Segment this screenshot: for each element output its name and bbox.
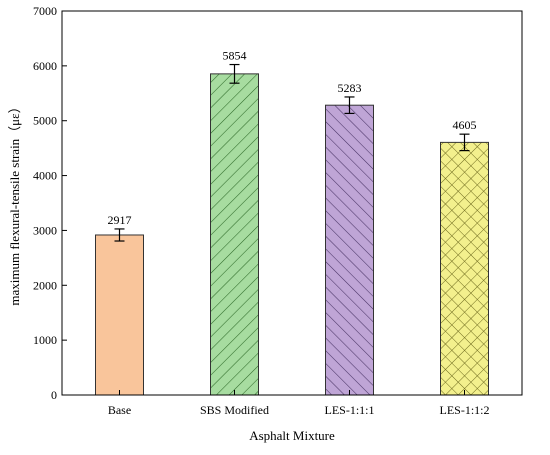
y-tick-label: 1000 (33, 333, 57, 347)
y-axis-title: maximum flexural-tensile strain（με） (7, 100, 22, 305)
bar-les-1-1-2 (440, 141, 489, 396)
bar-sbs-modified (210, 73, 259, 396)
x-tick-label: LES-1:1:2 (440, 403, 490, 417)
plot-area-frame (61, 10, 523, 396)
data-label: 5854 (223, 49, 247, 63)
x-axis-title: Asphalt Mixture (249, 428, 335, 443)
x-tick-label: Base (108, 403, 131, 417)
y-tick-label: 4000 (33, 169, 57, 183)
bar-base (95, 234, 144, 396)
y-tick-label: 6000 (33, 59, 57, 73)
error-bar (114, 228, 125, 242)
y-axis: 0 1000 2000 3000 4000 5000 6000 7000 (33, 4, 67, 402)
y-tick-label: 3000 (33, 223, 57, 237)
data-label: 5283 (338, 81, 362, 95)
y-tick-label: 0 (51, 388, 57, 402)
x-tick-label: LES-1:1:1 (325, 403, 375, 417)
y-tick-label: 2000 (33, 278, 57, 292)
error-bars-layer (114, 63, 470, 242)
data-labels-layer: 2917 5854 5283 4605 (108, 49, 477, 227)
error-bar (459, 133, 470, 152)
data-label: 4605 (453, 118, 477, 132)
error-bar (344, 96, 355, 115)
bars-layer (95, 73, 489, 396)
error-bar (229, 63, 240, 84)
x-axis: Base SBS Modified LES-1:1:1 LES-1:1:2 (108, 390, 490, 417)
bar-les-1-1-1 (325, 104, 374, 396)
data-label: 2917 (108, 213, 132, 227)
x-tick-label: SBS Modified (200, 403, 269, 417)
y-tick-label: 7000 (33, 4, 57, 18)
y-tick-label: 5000 (33, 114, 57, 128)
